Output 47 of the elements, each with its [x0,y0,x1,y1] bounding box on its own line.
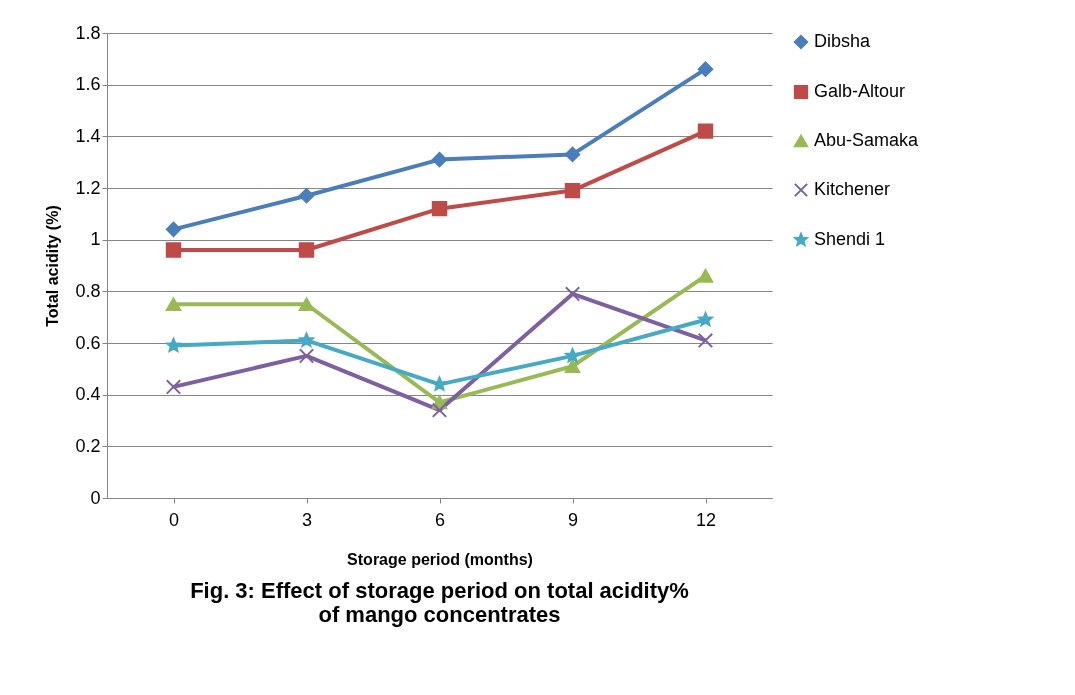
point [697,61,714,77]
point [431,200,448,217]
point [565,348,580,363]
legend-label: Galb-Altour [814,81,906,101]
point [298,297,315,312]
y-tick-label: 1.2 [75,177,101,198]
y-tick-label: 1.8 [75,22,101,43]
y-tick-label: 1 [90,229,101,250]
point [298,348,315,364]
x-tick-label: 12 [695,509,717,530]
legend-label: Dibsha [814,31,872,51]
y-axis-title: Total acidity (%) [44,205,62,327]
point [431,402,448,418]
point [165,379,182,395]
point [564,286,581,302]
x-tick-label: 0 [168,509,180,530]
x-tick-label: 6 [434,509,446,530]
point [166,337,181,353]
point [298,242,315,258]
legend-label: Abu-Samaka [814,130,920,150]
point [165,297,182,312]
legend-label: Kitchener [814,179,891,199]
point [697,332,714,349]
point [432,376,447,391]
x-axis-title: Storage period (months) [347,550,533,568]
point [298,188,315,204]
point [564,182,581,199]
text: Fig. 3: Effect of storage period on total acidity% of mango concentrates [190,578,689,627]
y-tick-label: 1.4 [75,125,101,146]
y-tick-label: 0 [90,487,101,508]
y-tick-label: 0.2 [75,435,101,456]
point [299,332,314,347]
y-tick-label: 0.6 [75,332,101,353]
point [698,312,713,327]
y-tick-label: 1.6 [75,74,101,95]
point [697,269,714,283]
point [431,151,448,168]
x-tick-label: 3 [301,509,313,530]
point [564,359,581,374]
y-tick-label: 0.4 [75,384,101,405]
legend-label: Shendi 1 [814,229,886,249]
y-tick-label: 0.8 [75,280,101,301]
point [697,123,714,139]
x-tick-label: 9 [567,509,579,530]
point [165,242,182,258]
point [165,221,182,238]
point [564,146,581,163]
